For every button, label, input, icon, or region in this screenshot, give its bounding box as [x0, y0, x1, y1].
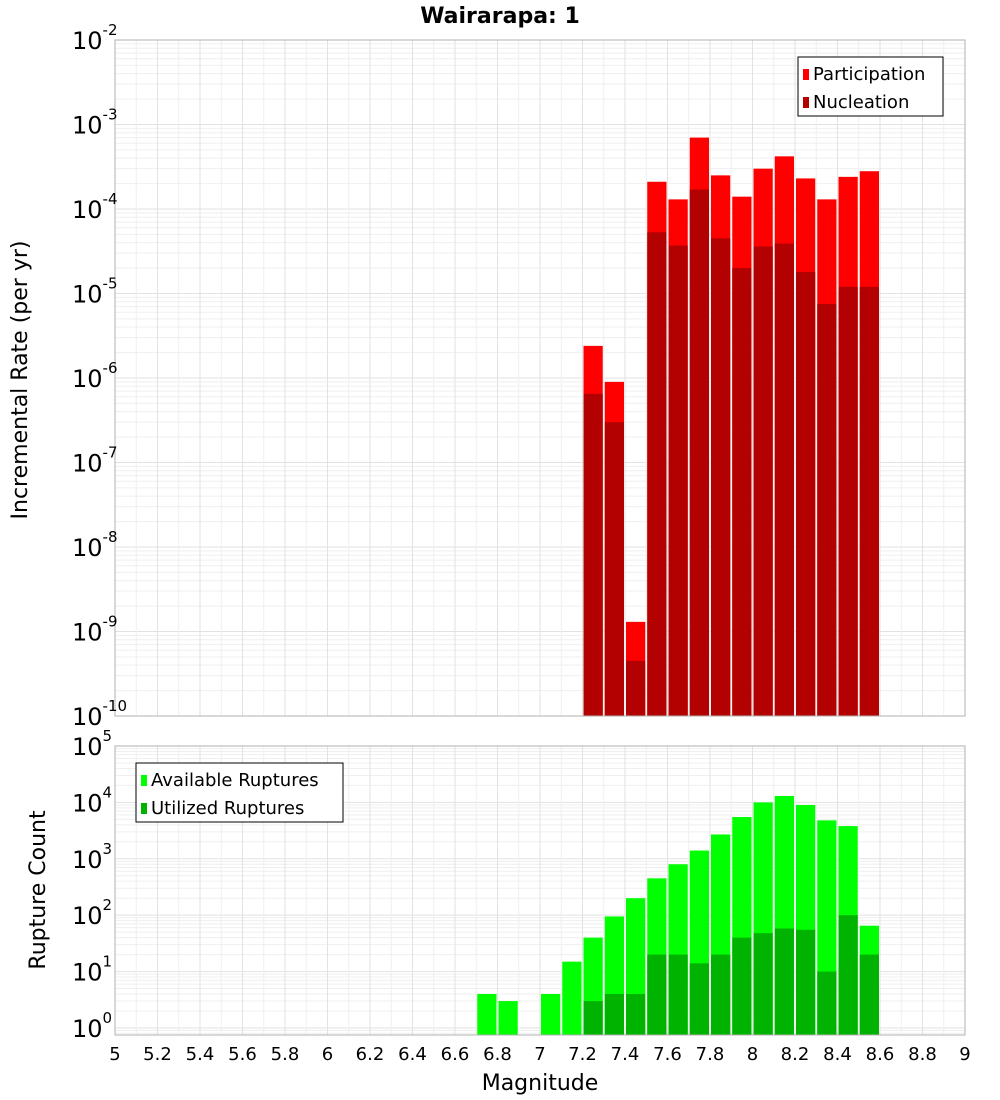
bar: [732, 268, 752, 716]
legend-box: [135, 762, 344, 823]
legend-swatch: [803, 69, 809, 80]
x-tick-label: 8.6: [866, 1044, 895, 1065]
bar: [583, 393, 603, 716]
x-tick-label: 6.4: [398, 1044, 427, 1065]
bar: [774, 243, 794, 716]
bar: [689, 189, 709, 716]
y-tick-label: 10-3: [72, 106, 118, 140]
y-tick-label: 104: [72, 783, 112, 817]
legend: Available Ruptures Utilized Ruptures: [135, 762, 344, 823]
x-tick-label: 5.2: [143, 1044, 172, 1065]
bar: [626, 994, 646, 1035]
legend-entry: Available Ruptures: [151, 770, 319, 791]
bar: [732, 937, 752, 1035]
bar: [562, 961, 582, 1035]
y-tick-label: 102: [72, 896, 112, 930]
x-tick-label: 5: [109, 1044, 120, 1065]
bar: [583, 1001, 603, 1035]
x-tick-label: 6.6: [441, 1044, 470, 1065]
rate-panel: 10-10 10-9 10-8 10-7 10-6 10-5 10-4 10-3 10-2 Par…: [72, 21, 966, 731]
bar: [668, 245, 688, 717]
y-tick-label: 100: [72, 1009, 112, 1043]
bar: [774, 928, 794, 1035]
grid-lines: [114, 745, 966, 1035]
bar: [541, 994, 561, 1035]
chart-title: Wairarapa: 1: [420, 4, 580, 29]
x-tick-label: 8.2: [781, 1044, 810, 1065]
series-front-bars: [583, 915, 879, 1035]
legend-entry: Participation: [813, 64, 925, 85]
x-tick-label: 8.8: [908, 1044, 937, 1065]
x-tick-label: 5.8: [271, 1044, 300, 1065]
bar: [817, 971, 837, 1035]
legend-swatch: [141, 803, 147, 814]
x-axis-label: Magnitude: [482, 1071, 599, 1096]
legend-box: [797, 56, 944, 117]
x-tick-labels: 5 5.2 5.4 5.6 5.8 6 6.2 6.4 6.6 6.8 7 7.2 7.4 7.6 7.8 8…: [109, 1044, 970, 1065]
x-tick-label: 6.2: [356, 1044, 385, 1065]
y-tick-label: 10-4: [72, 190, 118, 224]
bar: [604, 994, 624, 1035]
legend-swatch: [141, 775, 147, 786]
x-tick-label: 5.6: [228, 1044, 257, 1065]
y-tick-label: 10-2: [72, 21, 118, 55]
x-tick-label: 8.4: [823, 1044, 852, 1065]
rate-y-axis-label: Incremental Rate (per yr): [8, 241, 33, 520]
legend-entry: Utilized Ruptures: [151, 798, 304, 819]
bar: [647, 954, 667, 1035]
x-tick-label: 7.8: [696, 1044, 725, 1065]
x-tick-label: 7: [534, 1044, 545, 1065]
bar: [711, 954, 731, 1035]
grid-lines: [114, 39, 966, 717]
y-tick-label: 10-8: [72, 528, 118, 562]
bar: [838, 915, 858, 1035]
bar: [753, 246, 773, 716]
bar: [796, 271, 816, 716]
x-tick-label: 7.4: [611, 1044, 640, 1065]
bar: [859, 286, 879, 716]
bar: [711, 238, 731, 717]
y-tick-label: 10-7: [72, 444, 118, 478]
plot-frame: [114, 745, 966, 1036]
y-tick-labels: 100 101 102 103 104 105: [72, 727, 112, 1043]
bar: [498, 1001, 518, 1035]
x-tick-label: 9: [959, 1044, 970, 1065]
bar: [626, 660, 646, 716]
bar: [689, 963, 709, 1035]
bar: [668, 954, 688, 1035]
bar: [477, 994, 497, 1035]
x-tick-label: 6: [322, 1044, 333, 1065]
bar: [796, 929, 816, 1035]
bar: [838, 286, 858, 716]
y-tick-labels: 10-10 10-9 10-8 10-7 10-6 10-5 10-4 10-3 10-2: [72, 21, 127, 731]
bar: [817, 304, 837, 716]
legend-entry: Nucleation: [813, 92, 909, 113]
x-tick-label: 7.6: [653, 1044, 682, 1065]
y-tick-label: 10-5: [72, 275, 118, 309]
series-front-bars: [583, 189, 879, 717]
legend-swatch: [803, 97, 809, 108]
count-y-axis-label: Rupture Count: [26, 810, 51, 970]
x-tick-label: 5.4: [186, 1044, 215, 1065]
plot-frame: [114, 39, 966, 717]
bar: [647, 232, 667, 716]
bar: [859, 954, 879, 1035]
y-tick-label: 10-10: [72, 697, 127, 731]
y-tick-label: 101: [72, 953, 112, 987]
count-panel: 100 101 102 103 104 105 5 5.2 5.4 5.6 5.8 6 6.2 6.4 6.…: [72, 727, 971, 1065]
y-tick-label: 10-9: [72, 613, 118, 647]
x-tick-label: 7.2: [568, 1044, 597, 1065]
bar: [753, 933, 773, 1035]
bar: [604, 422, 624, 716]
x-tick-label: 6.8: [483, 1044, 512, 1065]
y-tick-label: 103: [72, 840, 112, 874]
x-tick-label: 8: [747, 1044, 758, 1065]
y-tick-label: 105: [72, 727, 112, 761]
y-tick-label: 10-6: [72, 359, 118, 393]
legend: Participation Nucleation: [797, 56, 944, 117]
